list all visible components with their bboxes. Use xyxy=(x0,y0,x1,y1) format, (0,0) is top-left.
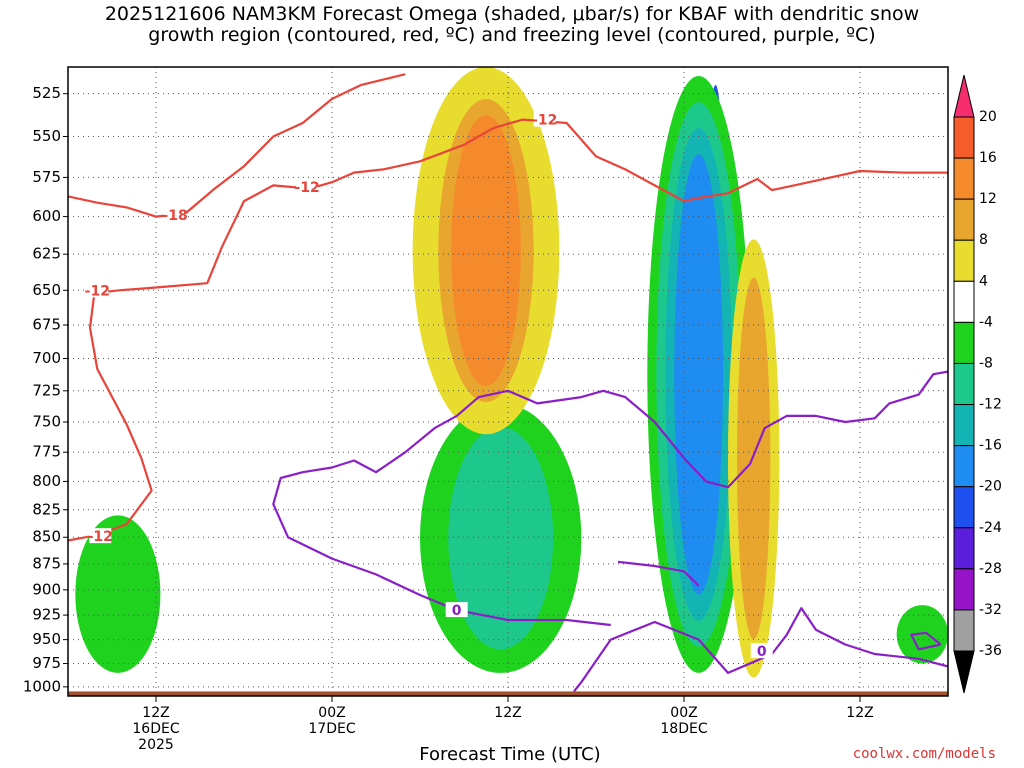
contour-label-3: -12 xyxy=(532,113,557,129)
colorbar-box-8 xyxy=(953,445,975,488)
colorbar-box-9 xyxy=(953,486,975,529)
colorbar-box-7 xyxy=(953,404,975,447)
contour-label-5: 0 xyxy=(452,603,462,619)
x-tick-label-42-1: 18DEC xyxy=(660,721,707,737)
contour-line-0 xyxy=(68,118,948,542)
contour-label-bg-4 xyxy=(89,528,112,544)
colorbar-box-2 xyxy=(953,198,975,241)
y-tick-label-925: 925 xyxy=(32,606,61,624)
colorbar-box-0 xyxy=(953,116,975,159)
contour-label-bg-6 xyxy=(750,643,773,659)
colorbar-label-2: 12 xyxy=(979,191,997,207)
x-tick-label-54-0: 12Z xyxy=(846,705,873,721)
colorbar-box-10 xyxy=(953,527,975,570)
y-tick-label-900: 900 xyxy=(32,580,61,598)
y-tick-label-600: 600 xyxy=(32,207,61,225)
colorbar-box-1 xyxy=(953,157,975,200)
colorbar-label-3: 8 xyxy=(979,232,988,248)
contour-label-4: -12 xyxy=(88,529,113,545)
y-tick-label-650: 650 xyxy=(32,281,61,299)
colorbar: 20 16 12 8 4 -4 -8 -12 -16 -20 -24 -28 -32 -36 xyxy=(953,74,1002,694)
y-tick-label-750: 750 xyxy=(32,413,61,431)
y-tick-label-675: 675 xyxy=(32,316,61,334)
contour-label-0: -12 xyxy=(85,283,110,299)
contour-label-bg-2 xyxy=(296,178,319,194)
colorbar-box-12 xyxy=(953,609,975,652)
y-tick-label-800: 800 xyxy=(32,472,61,490)
contour-line-4 xyxy=(910,631,942,651)
credit-text: coolwx.com/models xyxy=(852,746,996,762)
colorbar-label-4: 4 xyxy=(979,273,988,289)
omega-region-main-ascent-plume-level-3 xyxy=(674,154,724,595)
y-tick-label-575: 575 xyxy=(32,168,61,186)
x-tick-label-18-0: 00Z xyxy=(318,705,345,721)
colorbar-box-3 xyxy=(953,239,975,282)
colorbar-label-11: -28 xyxy=(979,561,1002,577)
colorbar-label-12: -32 xyxy=(979,602,1002,618)
y-tick-label-850: 850 xyxy=(32,528,61,546)
x-tick-label-6-1: 16DEC xyxy=(132,721,179,737)
contour-label-bg-5 xyxy=(445,602,468,618)
colorbar-arrow-top xyxy=(953,74,975,118)
y-tick-label-525: 525 xyxy=(32,84,61,102)
omega-region-subsidence-17dec-level-3 xyxy=(451,115,521,387)
contour-label-1: -18 xyxy=(162,208,187,224)
colorbar-arrow-bottom xyxy=(953,650,975,694)
y-tick-label-975: 975 xyxy=(32,654,61,672)
colorbar-label-10: -24 xyxy=(979,520,1002,536)
colorbar-box-6 xyxy=(953,362,975,406)
x-tick-label-6-2: 2025 xyxy=(138,737,174,753)
y-tick-label-550: 550 xyxy=(32,127,61,145)
colorbar-label-9: -20 xyxy=(979,479,1002,495)
y-tick-label-1000: 1000 xyxy=(23,677,61,695)
y-tick-label-775: 775 xyxy=(32,443,61,461)
colorbar-box-5 xyxy=(953,321,975,364)
plot-area: -12 -18 -12 -12 -12 0 0 xyxy=(68,67,948,696)
colorbar-label-13: -36 xyxy=(979,643,1002,659)
x-axis-label: Forecast Time (UTC) xyxy=(419,744,601,765)
contour-line-3 xyxy=(272,370,948,627)
omega-region-low-level-ascent-17dec-level-3 xyxy=(462,438,539,638)
colorbar-label-6: -8 xyxy=(979,355,993,371)
y-tick-label-950: 950 xyxy=(32,630,61,648)
y-tick-label-700: 700 xyxy=(32,349,61,367)
y-tick-label-725: 725 xyxy=(32,381,61,399)
x-tick-label-42-0: 00Z xyxy=(670,705,697,721)
contour-label-6: 0 xyxy=(757,644,767,660)
y-tick-label-625: 625 xyxy=(32,245,61,263)
contour-label-bg-3 xyxy=(533,111,556,127)
x-tick-label-18-1: 17DEC xyxy=(308,721,355,737)
colorbar-label-1: 16 xyxy=(979,150,997,166)
y-tick-label-825: 825 xyxy=(32,500,61,518)
omega-region-subsidence-18dec-level-3 xyxy=(741,296,766,621)
colorbar-label-5: -4 xyxy=(979,314,993,330)
colorbar-box-11 xyxy=(953,568,975,611)
colorbar-label-8: -16 xyxy=(979,438,1002,454)
x-tick-label-30-0: 12Z xyxy=(494,705,521,721)
colorbar-label-7: -12 xyxy=(979,397,1002,413)
colorbar-box-4 xyxy=(953,280,975,323)
chart-title: 2025121606 NAM3KM Forecast Omega (shaded… xyxy=(104,3,920,46)
terrain-strip xyxy=(68,691,948,696)
contour-line-1 xyxy=(68,73,406,218)
contour-label-bg-0 xyxy=(86,282,109,298)
colorbar-label-0: 20 xyxy=(979,109,997,125)
y-tick-label-875: 875 xyxy=(32,554,61,572)
contour-label-bg-1 xyxy=(164,207,187,223)
contour-label-2: -12 xyxy=(294,180,319,196)
omega-region-low-level-ascent-16dec-level-3 xyxy=(97,536,139,653)
contour-line-2 xyxy=(573,606,948,693)
contour-line-5 xyxy=(617,560,700,587)
x-tick-label-6-0: 12Z xyxy=(142,705,169,721)
